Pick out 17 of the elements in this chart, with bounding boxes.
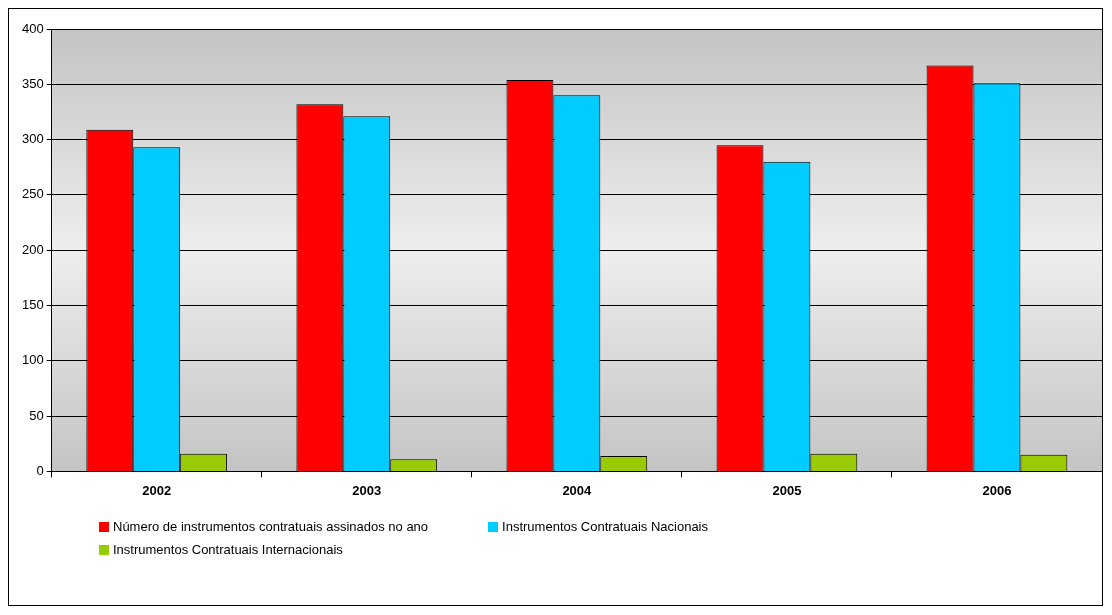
y-tick-label: 250	[21, 186, 44, 202]
y-tick-label: 50	[29, 407, 44, 423]
legend-label: Instrumentos Contratuais Nacionais	[502, 519, 709, 534]
legend-label: Instrumentos Contratuais Internacionais	[113, 542, 343, 557]
y-tick-label: 400	[21, 20, 44, 36]
legend-label: Número de instrumentos contratuais assinados no ano	[113, 519, 429, 534]
y-tick-label: 150	[21, 297, 44, 313]
x-tick-label: 2002	[142, 482, 172, 498]
x-tick-label: 2005	[772, 482, 802, 498]
y-tick-label: 100	[21, 352, 44, 368]
x-tick-label: 2003	[352, 482, 382, 498]
y-tick-label: 350	[21, 75, 44, 91]
x-tick-label: 2004	[562, 482, 593, 498]
y-tick-label: 300	[21, 131, 44, 147]
x-tick-label: 2006	[982, 482, 1012, 498]
y-tick-label: 0	[36, 462, 44, 478]
y-tick-label: 200	[21, 241, 44, 257]
